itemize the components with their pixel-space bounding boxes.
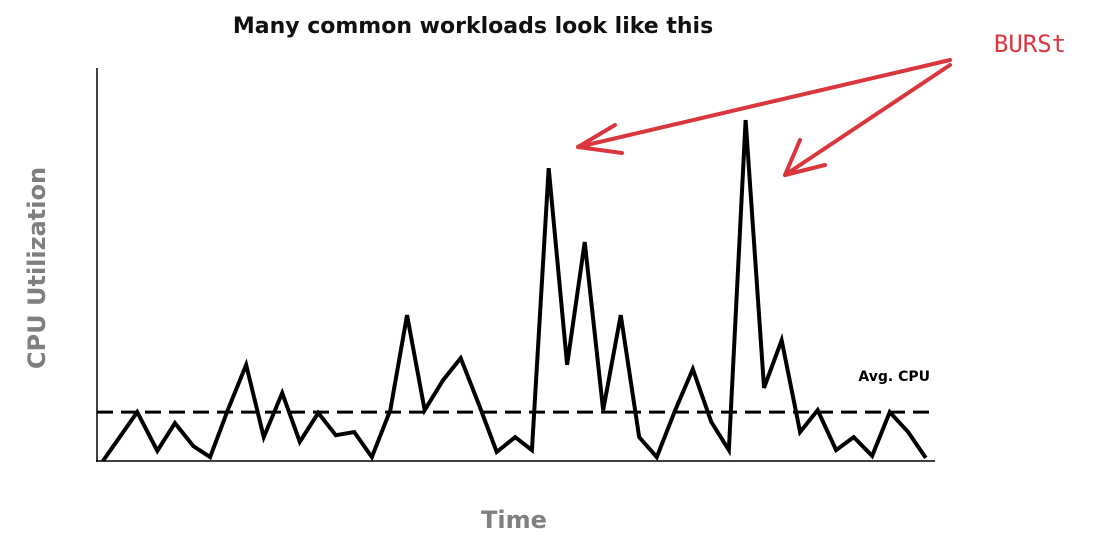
arrow xyxy=(783,63,952,177)
arrow xyxy=(576,58,952,155)
x-axis-label: Time xyxy=(481,506,547,534)
cpu-line xyxy=(101,119,928,463)
avg-label: Avg. CPU xyxy=(858,369,930,385)
annotation: BURSt xyxy=(994,30,1066,58)
y-axis-label: CPU Utilization xyxy=(23,167,51,369)
chart-title: Many common workloads look like this xyxy=(233,14,713,39)
annotation-arrows xyxy=(576,58,952,177)
